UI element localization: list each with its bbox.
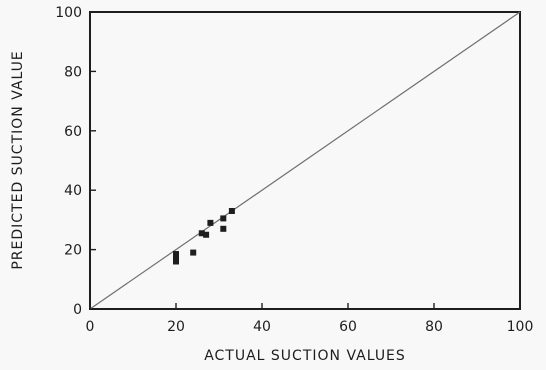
data-point	[190, 249, 197, 256]
data-point	[220, 225, 227, 232]
y-tick-label: 0	[73, 302, 82, 318]
x-tick-label: 100	[507, 319, 534, 335]
x-tick-label: 60	[339, 319, 357, 335]
x-tick-label: 80	[425, 319, 443, 335]
y-tick-label: 100	[55, 5, 82, 21]
ticks-layer: 0 20 40 60 80 100 0 20 40 60 80 100	[55, 5, 533, 335]
data-point	[173, 251, 179, 258]
y-tick-label: 80	[64, 64, 82, 80]
data-point	[228, 207, 235, 214]
x-tick-label: 40	[253, 319, 271, 335]
data-point	[207, 219, 214, 226]
x-tick-label: 0	[86, 319, 95, 335]
y-tick-label: 60	[64, 124, 82, 140]
data-point	[203, 231, 210, 238]
x-axis-title: ACTUAL SUCTION VALUES	[204, 348, 406, 364]
data-point	[198, 230, 205, 237]
data-point	[220, 215, 227, 222]
plot-area-frame	[89, 11, 521, 310]
y-tick-label: 20	[64, 243, 82, 259]
reference-line	[89, 11, 521, 310]
y-axis-title: PREDICTED SUCTION VALUE	[10, 50, 26, 269]
y-tick-label: 40	[64, 183, 82, 199]
points-layer	[173, 207, 235, 265]
x-tick-label: 20	[167, 319, 185, 335]
data-point	[173, 258, 179, 265]
